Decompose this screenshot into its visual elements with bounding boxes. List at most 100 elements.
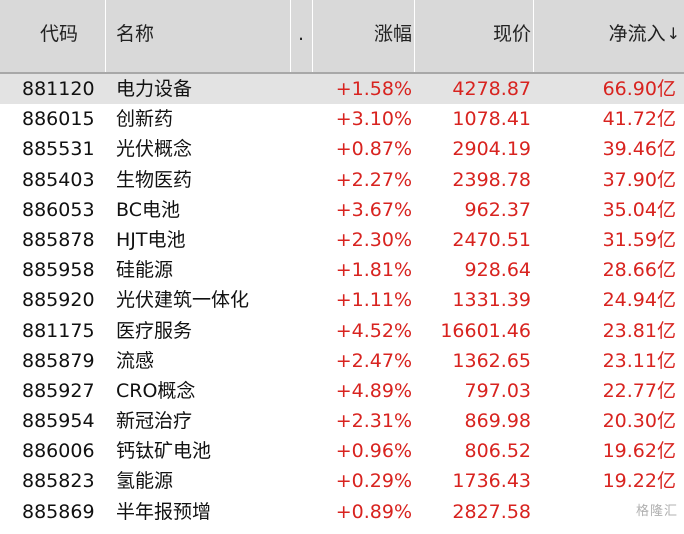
table-row[interactable]: 886015 创新药 +3.10% 1078.41 41.72亿 [0, 104, 684, 134]
cell-name: HJT电池 [116, 228, 186, 251]
cell-price: 806.52 [464, 440, 531, 463]
cell-name: 流感 [116, 349, 155, 372]
column-divider[interactable] [290, 0, 291, 72]
cell-code: 885531 [22, 138, 95, 161]
header-netflow-label: 净流入 [608, 23, 666, 45]
cell-code: 885878 [22, 228, 95, 251]
cell-name: 创新药 [116, 108, 174, 131]
sort-down-arrow-icon: ↓ [666, 24, 680, 43]
cell-name: 生物医药 [116, 168, 193, 191]
cell-code: 881175 [22, 319, 95, 342]
cell-change: +0.87% [335, 138, 412, 161]
cell-price: 16601.46 [440, 319, 531, 342]
header-name[interactable]: 名称 [116, 23, 155, 45]
cell-code: 885869 [22, 500, 95, 523]
cell-change: +2.27% [335, 168, 412, 191]
cell-price: 2904.19 [452, 138, 531, 161]
cell-change: +4.89% [335, 379, 412, 402]
cell-netflow: 66.90亿 [602, 78, 676, 100]
table-row[interactable]: 885954 新冠治疗 +2.31% 869.98 20.30亿 [0, 406, 684, 436]
cell-name: 电力设备 [116, 78, 193, 100]
cell-netflow: 35.04亿 [602, 198, 676, 221]
cell-netflow: 20.30亿 [602, 410, 676, 433]
cell-price: 928.64 [464, 259, 531, 282]
header-code[interactable]: 代码 [40, 23, 79, 45]
cell-code: 886053 [22, 198, 95, 221]
cell-code: 885823 [22, 470, 95, 493]
cell-change: +2.30% [335, 228, 412, 251]
cell-code: 885958 [22, 259, 95, 282]
column-divider[interactable] [414, 0, 415, 72]
cell-code: 886015 [22, 108, 95, 131]
cell-netflow: 23.81亿 [602, 319, 676, 342]
table-body: 881120 电力设备 +1.58% 4278.87 66.90亿 886015 创新药 +3… [0, 74, 684, 527]
header-change[interactable]: 涨幅 [373, 23, 412, 45]
cell-netflow: 23.11亿 [602, 349, 676, 372]
cell-netflow: 41.72亿 [602, 108, 676, 131]
cell-price: 1362.65 [452, 349, 531, 372]
cell-change: +1.81% [335, 259, 412, 282]
cell-name: BC电池 [116, 198, 180, 221]
cell-change: +1.11% [335, 289, 412, 312]
table-row[interactable]: 885403 生物医药 +2.27% 2398.78 37.90亿 [0, 165, 684, 195]
table-row[interactable]: 885531 光伏概念 +0.87% 2904.19 39.46亿 [0, 134, 684, 164]
cell-change: +2.31% [335, 410, 412, 433]
cell-change: +4.52% [335, 319, 412, 342]
cell-name: 半年报预增 [116, 500, 212, 523]
cell-price: 1331.39 [452, 289, 531, 312]
table-row[interactable]: 885823 氢能源 +0.29% 1736.43 19.22亿 [0, 466, 684, 496]
table-row[interactable]: 885878 HJT电池 +2.30% 2470.51 31.59亿 [0, 225, 684, 255]
column-divider[interactable] [533, 0, 534, 72]
cell-price: 797.03 [464, 379, 531, 402]
cell-change: +0.89% [335, 500, 412, 523]
cell-price: 1736.43 [452, 470, 531, 493]
cell-code: 886006 [22, 440, 95, 463]
cell-name: 硅能源 [116, 259, 174, 282]
cell-netflow: 37.90亿 [602, 168, 676, 191]
cell-name: 光伏建筑一体化 [116, 289, 250, 312]
watermark: 格隆汇 [635, 503, 678, 519]
cell-change: +3.67% [335, 198, 412, 221]
cell-code: 885927 [22, 379, 95, 402]
table-header: 代码 名称 . 涨幅 现价 净流入↓ [0, 0, 684, 74]
cell-price: 2398.78 [452, 168, 531, 191]
cell-price: 2470.51 [452, 228, 531, 251]
cell-change: +0.29% [335, 470, 412, 493]
cell-change: +1.58% [335, 78, 412, 100]
cell-code: 881120 [22, 78, 95, 100]
header-dot[interactable]: . [298, 23, 305, 45]
cell-netflow: 19.62亿 [602, 440, 676, 463]
cell-netflow: 19.22亿 [602, 470, 676, 493]
cell-name: 新冠治疗 [116, 410, 193, 433]
cell-code: 885403 [22, 168, 95, 191]
column-divider[interactable] [105, 0, 106, 72]
header-price[interactable]: 现价 [492, 23, 531, 45]
cell-name: CRO概念 [116, 379, 196, 402]
cell-change: +2.47% [335, 349, 412, 372]
cell-name: 氢能源 [116, 470, 174, 493]
cell-code: 885954 [22, 410, 95, 433]
table-row[interactable]: 885920 光伏建筑一体化 +1.11% 1331.39 24.94亿 [0, 285, 684, 315]
table-row[interactable]: 885869 半年报预增 +0.89% 2827.58 [0, 497, 684, 527]
cell-code: 885920 [22, 289, 95, 312]
cell-price: 1078.41 [452, 108, 531, 131]
cell-netflow: 31.59亿 [602, 228, 676, 251]
cell-code: 885879 [22, 349, 95, 372]
cell-price: 4278.87 [452, 78, 531, 100]
header-netflow[interactable]: 净流入↓ [609, 0, 680, 72]
cell-price: 869.98 [464, 410, 531, 433]
cell-netflow: 22.77亿 [602, 379, 676, 402]
table-row[interactable]: 885958 硅能源 +1.81% 928.64 28.66亿 [0, 255, 684, 285]
table-row[interactable]: 886006 钙钛矿电池 +0.96% 806.52 19.62亿 [0, 436, 684, 466]
table-row[interactable]: 881175 医疗服务 +4.52% 16601.46 23.81亿 [0, 316, 684, 346]
cell-price: 2827.58 [452, 500, 531, 523]
table-row[interactable]: 886053 BC电池 +3.67% 962.37 35.04亿 [0, 195, 684, 225]
cell-change: +0.96% [335, 440, 412, 463]
table-row[interactable]: 885927 CRO概念 +4.89% 797.03 22.77亿 [0, 376, 684, 406]
cell-netflow: 39.46亿 [602, 138, 676, 161]
table-row[interactable]: 881120 电力设备 +1.58% 4278.87 66.90亿 [0, 74, 684, 105]
table-row[interactable]: 885879 流感 +2.47% 1362.65 23.11亿 [0, 346, 684, 376]
column-divider[interactable] [312, 0, 313, 72]
cell-netflow: 24.94亿 [602, 289, 676, 312]
